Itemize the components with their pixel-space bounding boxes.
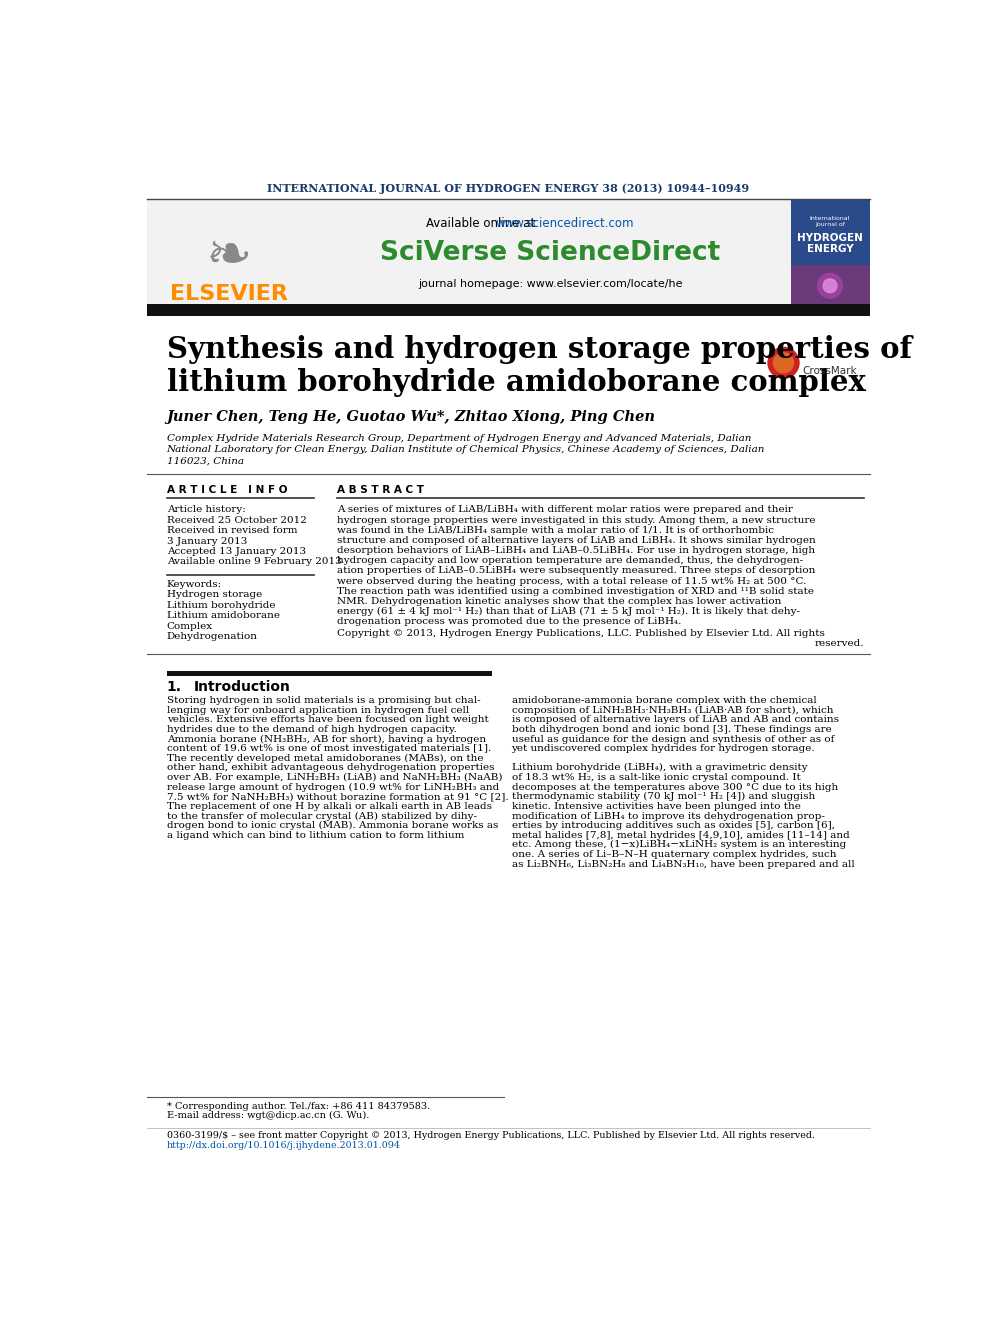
Bar [147,198,310,306]
Text: modification of LiBH₄ to improve its dehydrogenation prop-: modification of LiBH₄ to improve its deh… [512,811,824,820]
Text: lithium borohydride amidoborane complex: lithium borohydride amidoborane complex [167,368,866,397]
Text: * Corresponding author. Tel./fax: +86 411 84379583.: * Corresponding author. Tel./fax: +86 41… [167,1102,430,1111]
Text: E-mail address: wgt@dicp.ac.cn (G. Wu).: E-mail address: wgt@dicp.ac.cn (G. Wu). [167,1111,369,1121]
Text: 116023, China: 116023, China [167,456,244,466]
Text: NMR. Dehydrogenation kinetic analyses show that the complex has lower activation: NMR. Dehydrogenation kinetic analyses sh… [337,597,782,606]
Text: drogen bond to ionic crystal (MAB). Ammonia borane works as: drogen bond to ionic crystal (MAB). Ammo… [167,822,498,831]
Text: CrossMark: CrossMark [803,366,857,376]
Bar [791,198,870,265]
Text: decomposes at the temperatures above 300 °C due to its high: decomposes at the temperatures above 300… [512,783,838,791]
Text: A R T I C L E   I N F O: A R T I C L E I N F O [167,484,287,495]
Text: INTERNATIONAL JOURNAL OF HYDROGEN ENERGY 38 (2013) 10944–10949: INTERNATIONAL JOURNAL OF HYDROGEN ENERGY… [267,183,750,193]
Text: were observed during the heating process, with a total release of 11.5 wt% H₂ at: were observed during the heating process… [337,577,806,586]
Text: Lithium borohydride: Lithium borohydride [167,601,275,610]
Bar [791,198,870,306]
Text: Article history:: Article history: [167,505,245,515]
Text: HYDROGEN
ENERGY: HYDROGEN ENERGY [798,233,863,254]
Text: The replacement of one H by alkali or alkali earth in AB leads: The replacement of one H by alkali or al… [167,802,492,811]
Text: Hydrogen storage: Hydrogen storage [167,590,262,599]
Text: Lithium borohydride (LiBH₄), with a gravimetric density: Lithium borohydride (LiBH₄), with a grav… [512,763,807,773]
Text: http://dx.doi.org/10.1016/j.ijhydene.2013.01.094: http://dx.doi.org/10.1016/j.ijhydene.201… [167,1140,401,1150]
Text: Juner Chen, Teng He, Guotao Wu*, Zhitao Xiong, Ping Chen: Juner Chen, Teng He, Guotao Wu*, Zhitao … [167,410,656,423]
Text: The recently developed metal amidoboranes (MABs), on the: The recently developed metal amidoborane… [167,754,483,763]
Text: drogenation process was promoted due to the presence of LiBH₄.: drogenation process was promoted due to … [337,618,682,626]
Bar [310,198,791,306]
Text: over AB. For example, LiNH₂BH₃ (LiAB) and NaNH₂BH₃ (NaAB): over AB. For example, LiNH₂BH₃ (LiAB) an… [167,773,502,782]
Text: reserved.: reserved. [814,639,864,648]
Text: 0360-3199/$ – see front matter Copyright © 2013, Hydrogen Energy Publications, L: 0360-3199/$ – see front matter Copyright… [167,1131,814,1140]
Text: composition of LiNH₂BH₃·NH₃BH₃ (LiAB·AB for short), which: composition of LiNH₂BH₃·NH₃BH₃ (LiAB·AB … [512,705,833,714]
Text: other hand, exhibit advantageous dehydrogenation properties: other hand, exhibit advantageous dehydro… [167,763,494,773]
Text: erties by introducing additives such as oxides [5], carbon [6],: erties by introducing additives such as … [512,822,834,830]
Text: hydrogen capacity and low operation temperature are demanded, thus, the dehydrog: hydrogen capacity and low operation temp… [337,556,804,565]
Text: of 18.3 wt% H₂, is a salt-like ionic crystal compound. It: of 18.3 wt% H₂, is a salt-like ionic cry… [512,773,801,782]
Text: The reaction path was identified using a combined investigation of XRD and ¹¹B s: The reaction path was identified using a… [337,586,814,595]
Text: metal halides [7,8], metal hydrides [4,9,10], amides [11–14] and: metal halides [7,8], metal hydrides [4,9… [512,831,849,840]
Text: Copyright © 2013, Hydrogen Energy Publications, LLC. Published by Elsevier Ltd. : Copyright © 2013, Hydrogen Energy Public… [337,628,825,638]
Text: Complex Hydride Materials Research Group, Department of Hydrogen Energy and Adva: Complex Hydride Materials Research Group… [167,434,751,443]
Text: 1.: 1. [167,680,182,693]
Text: Available online 9 February 2013: Available online 9 February 2013 [167,557,341,566]
Bar [147,303,870,316]
Text: Introduction: Introduction [193,680,291,693]
Text: vehicles. Extensive efforts have been focused on light weight: vehicles. Extensive efforts have been fo… [167,716,488,724]
Text: ❧: ❧ [205,230,252,284]
Text: amidoborane-ammonia borane complex with the chemical: amidoborane-ammonia borane complex with … [512,696,816,705]
Text: as Li₂BNH₆, Li₃BN₂H₈ and Li₄BN₃H₁₀, have been prepared and all: as Li₂BNH₆, Li₃BN₂H₈ and Li₄BN₃H₁₀, have… [512,860,854,869]
Text: to the transfer of molecular crystal (AB) stabilized by dihy-: to the transfer of molecular crystal (AB… [167,811,476,820]
Text: hydrides due to the demand of high hydrogen capacity.: hydrides due to the demand of high hydro… [167,725,456,734]
Text: energy (61 ± 4 kJ mol⁻¹ H₂) than that of LiAB (71 ± 5 kJ mol⁻¹ H₂). It is likely: energy (61 ± 4 kJ mol⁻¹ H₂) than that of… [337,607,801,617]
Text: SciVerse ScienceDirect: SciVerse ScienceDirect [380,239,720,266]
Text: Accepted 13 January 2013: Accepted 13 January 2013 [167,546,306,556]
Text: 3 January 2013: 3 January 2013 [167,537,247,545]
Text: etc. Among these, (1−x)LiBH₄−xLiNH₂ system is an interesting: etc. Among these, (1−x)LiBH₄−xLiNH₂ syst… [512,840,846,849]
Text: Dehydrogenation: Dehydrogenation [167,632,258,642]
Text: desorption behaviors of LiAB–LiBH₄ and LiAB–0.5LiBH₄. For use in hydrogen storag: desorption behaviors of LiAB–LiBH₄ and L… [337,546,815,556]
Text: journal homepage: www.elsevier.com/locate/he: journal homepage: www.elsevier.com/locat… [418,279,682,290]
Text: kinetic. Intensive activities have been plunged into the: kinetic. Intensive activities have been … [512,802,801,811]
Text: one. A series of Li–B–N–H quaternary complex hydrides, such: one. A series of Li–B–N–H quaternary com… [512,851,836,859]
Text: ation properties of LiAB–0.5LiBH₄ were subsequently measured. Three steps of des: ation properties of LiAB–0.5LiBH₄ were s… [337,566,815,576]
Text: Ammonia borane (NH₃BH₃, AB for short), having a hydrogen: Ammonia borane (NH₃BH₃, AB for short), h… [167,734,486,744]
Text: yet undiscovered complex hydrides for hydrogen storage.: yet undiscovered complex hydrides for hy… [512,744,815,753]
Text: both dihydrogen bond and ionic bond [3]. These findings are: both dihydrogen bond and ionic bond [3].… [512,725,831,734]
Text: structure and composed of alternative layers of LiAB and LiBH₄. It shows similar: structure and composed of alternative la… [337,536,815,545]
Text: Keywords:: Keywords: [167,579,222,589]
Text: Synthesis and hydrogen storage properties of: Synthesis and hydrogen storage propertie… [167,335,912,364]
Text: 7.5 wt% for NaNH₂BH₃) without borazine formation at 91 °C [2].: 7.5 wt% for NaNH₂BH₃) without borazine f… [167,792,508,802]
Text: Received in revised form: Received in revised form [167,527,298,536]
Text: A series of mixtures of LiAB/LiBH₄ with different molar ratios were prepared and: A series of mixtures of LiAB/LiBH₄ with … [337,505,793,515]
Text: Storing hydrogen in solid materials is a promising but chal-: Storing hydrogen in solid materials is a… [167,696,480,705]
Text: is composed of alternative layers of LiAB and AB and contains: is composed of alternative layers of LiA… [512,716,838,724]
Text: Complex: Complex [167,622,212,631]
Text: was found in the LiAB/LiBH₄ sample with a molar ratio of 1/1. It is of orthorhom: was found in the LiAB/LiBH₄ sample with … [337,525,774,534]
Text: thermodynamic stability (70 kJ mol⁻¹ H₂ [4]) and sluggish: thermodynamic stability (70 kJ mol⁻¹ H₂ … [512,792,814,802]
Text: ELSEVIER: ELSEVIER [170,284,288,304]
Text: International
Journal of: International Journal of [809,217,850,228]
Text: useful as guidance for the design and synthesis of other as of: useful as guidance for the design and sy… [512,734,834,744]
Text: release large amount of hydrogen (10.9 wt% for LiNH₂BH₃ and: release large amount of hydrogen (10.9 w… [167,783,499,791]
Text: content of 19.6 wt% is one of most investigated materials [1].: content of 19.6 wt% is one of most inves… [167,744,491,753]
Text: lenging way for onboard application in hydrogen fuel cell: lenging way for onboard application in h… [167,705,469,714]
Bar [167,671,492,676]
Circle shape [768,348,799,378]
Text: Available online at: Available online at [427,217,540,230]
Bar [791,265,870,306]
Text: a ligand which can bind to lithium cation to form lithium: a ligand which can bind to lithium catio… [167,831,464,840]
Text: Lithium amidoborane: Lithium amidoborane [167,611,280,620]
Circle shape [823,279,837,292]
Text: Received 25 October 2012: Received 25 October 2012 [167,516,307,525]
Text: hydrogen storage properties were investigated in this study. Among them, a new s: hydrogen storage properties were investi… [337,516,815,524]
Circle shape [817,274,842,298]
Text: A B S T R A C T: A B S T R A C T [337,484,425,495]
Text: www.sciencedirect.com: www.sciencedirect.com [496,217,635,230]
Circle shape [774,353,794,373]
Text: National Laboratory for Clean Energy, Dalian Institute of Chemical Physics, Chin: National Laboratory for Clean Energy, Da… [167,446,765,454]
